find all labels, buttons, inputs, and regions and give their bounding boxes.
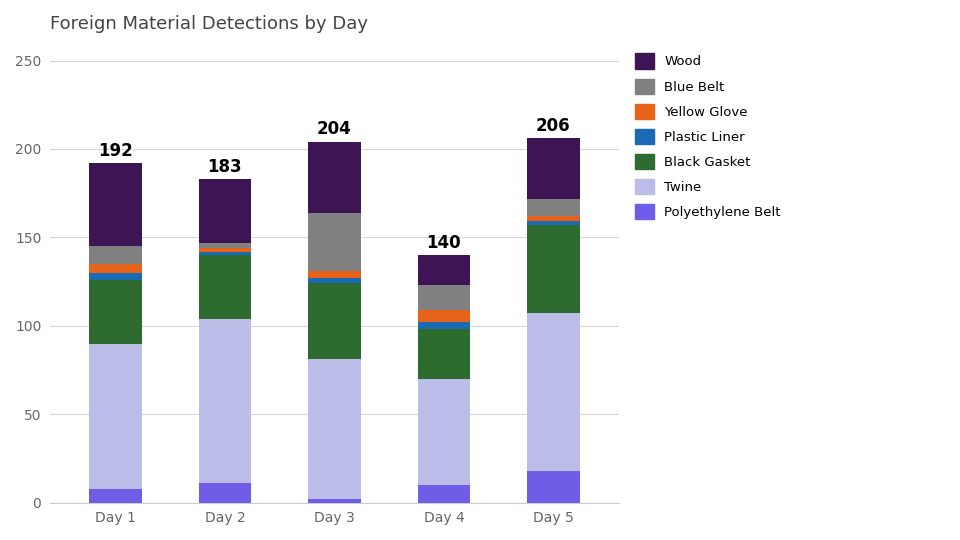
Bar [527,313,580,471]
Text: Foreign Material Detections by Day: Foreign Material Detections by Day [50,15,368,33]
Bar [527,225,580,313]
Bar [418,255,470,285]
Legend: Wood, Blue Belt, Yellow Glove, Plastic Liner, Black Gasket, Twine, Polyethylene : Wood, Blue Belt, Yellow Glove, Plastic L… [632,50,785,224]
Bar [89,264,142,273]
Bar [418,485,470,503]
Text: 204: 204 [317,120,351,138]
Bar [527,216,580,221]
Bar [308,271,361,278]
Bar [527,221,580,225]
Bar [89,489,142,503]
Bar [308,213,361,271]
Text: 140: 140 [426,234,461,252]
Bar [199,255,252,319]
Bar [418,322,470,329]
Bar [89,343,142,489]
Bar [308,142,361,213]
Bar [199,483,252,503]
Text: 192: 192 [98,141,132,160]
Text: 183: 183 [207,158,242,176]
Bar [89,163,142,246]
Bar [89,280,142,343]
Bar [308,499,361,503]
Bar [89,273,142,280]
Bar [199,179,252,242]
Bar [418,285,470,310]
Text: 206: 206 [536,117,571,135]
Bar [308,284,361,360]
Bar [418,379,470,485]
Bar [418,329,470,379]
Bar [527,199,580,216]
Bar [308,360,361,499]
Bar [308,278,361,284]
Bar [199,319,252,483]
Bar [199,242,252,248]
Bar [199,252,252,255]
Bar [527,138,580,199]
Bar [199,248,252,252]
Bar [527,471,580,503]
Bar [89,246,142,264]
Bar [418,310,470,322]
